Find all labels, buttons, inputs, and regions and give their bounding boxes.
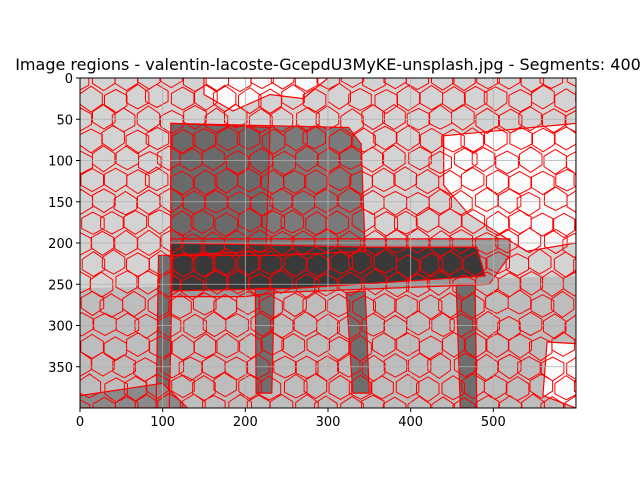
- segment-boundaries: [80, 78, 576, 408]
- light-region-right-outline: [443, 122, 576, 252]
- inner-leg-region-outline: [345, 290, 370, 394]
- y-tick-label: 200: [48, 237, 73, 252]
- x-tick-label: 100: [150, 415, 175, 430]
- y-tick-label: 100: [48, 155, 73, 170]
- seat-outline-region-outline: [170, 238, 511, 298]
- seat-region-outline: [170, 242, 486, 292]
- y-tick-label: 350: [48, 361, 73, 376]
- x-tick-label: 400: [398, 415, 423, 430]
- x-tick-label: 500: [481, 415, 506, 430]
- right-leg-region: [456, 284, 477, 408]
- y-tick-label: 250: [48, 278, 73, 293]
- gridlines: [80, 78, 576, 408]
- light-region-top-outline: [203, 78, 329, 112]
- inner-leg-region: [346, 290, 370, 394]
- x-tick-label: 200: [233, 415, 258, 430]
- y-tick-label: 300: [48, 320, 73, 335]
- y-tick-label: 150: [48, 196, 73, 211]
- image-plot-area: [80, 78, 576, 408]
- x-tick-label: 0: [76, 415, 84, 430]
- chair-back-inner-region-outline: [170, 122, 271, 257]
- left-leg-region-outline: [155, 254, 174, 408]
- x-axis: 0 100 200 300 400 500: [76, 408, 506, 430]
- light-region-right-lower-outline: [542, 341, 576, 408]
- y-tick-label: 50: [56, 113, 73, 128]
- y-tick-label: 0: [65, 72, 73, 87]
- superpixel-boundaries: [80, 78, 576, 408]
- chart-title: Image regions - valentin-lacoste-GcepdU3…: [15, 55, 640, 74]
- left-floor-region: [80, 383, 188, 408]
- middle-leg-region-outline: [254, 287, 275, 394]
- left-floor-region-outline: [80, 382, 189, 408]
- y-axis: 0 50 100 150 200 250 300 350: [48, 72, 80, 376]
- x-tick-label: 300: [316, 415, 341, 430]
